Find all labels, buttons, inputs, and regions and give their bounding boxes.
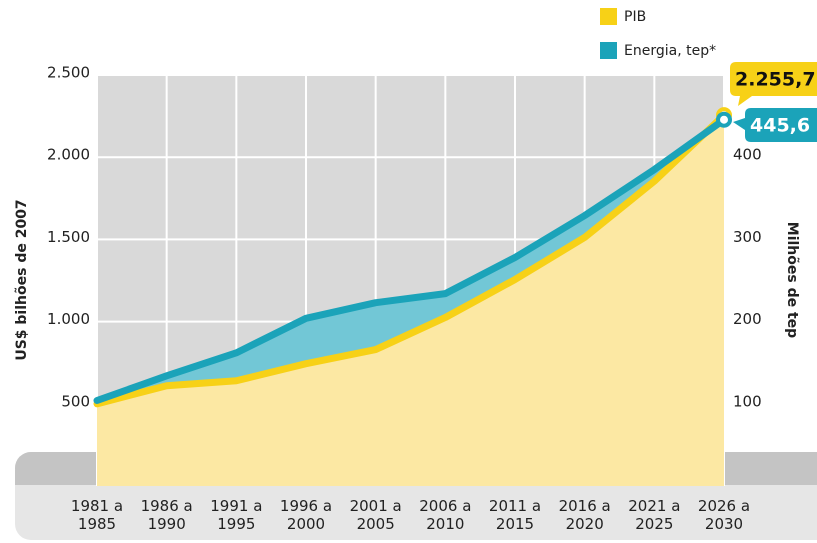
x-tick-label: 1986 a 1990: [140, 497, 193, 533]
x-tick-label: 2021 a 2025: [628, 497, 681, 533]
callout: [733, 108, 817, 142]
y-tick-label: 1.000: [47, 310, 90, 328]
value-label: 445,6: [750, 115, 810, 137]
y-tick-label: 1.500: [47, 228, 90, 246]
line: [93, 111, 728, 408]
y2-tick-label: 100: [733, 392, 762, 410]
x-tick-label: 2006 a 2010: [419, 497, 472, 533]
x-tick-label: 2001 a 2005: [349, 497, 402, 533]
legend-label: Energia, tep*: [624, 43, 716, 59]
callout: [730, 62, 817, 106]
x-tick-label: 2016 a 2020: [558, 497, 611, 533]
value-label: 2.255,7: [735, 69, 816, 91]
line: [93, 116, 728, 405]
y2-tick-label: 300: [733, 228, 762, 246]
legend-swatch: [600, 42, 617, 59]
y2-tick-label: 400: [733, 146, 762, 164]
end-marker: [716, 111, 732, 128]
legend-swatch: [600, 8, 617, 25]
y-tick-label: 500: [61, 392, 90, 410]
y-tick-label: 2.500: [47, 64, 90, 82]
area: [97, 115, 724, 487]
y-tick-label: 2.000: [47, 146, 90, 164]
x-tick-label: 1996 a 2000: [279, 497, 333, 533]
x-tick-label: 1991 a 1995: [210, 497, 263, 533]
legend-label: PIB: [624, 9, 646, 25]
x-tick-label: 2011 a 2015: [488, 497, 542, 533]
y2-axis-title: Milhões de tep: [784, 222, 800, 338]
y-axis-title: US$ bilhões de 2007: [14, 199, 30, 360]
y2-tick-label: 200: [733, 310, 762, 328]
x-tick-label: 1981 a 1985: [70, 497, 124, 533]
x-tick-label: 2026 a 2030: [697, 497, 751, 533]
